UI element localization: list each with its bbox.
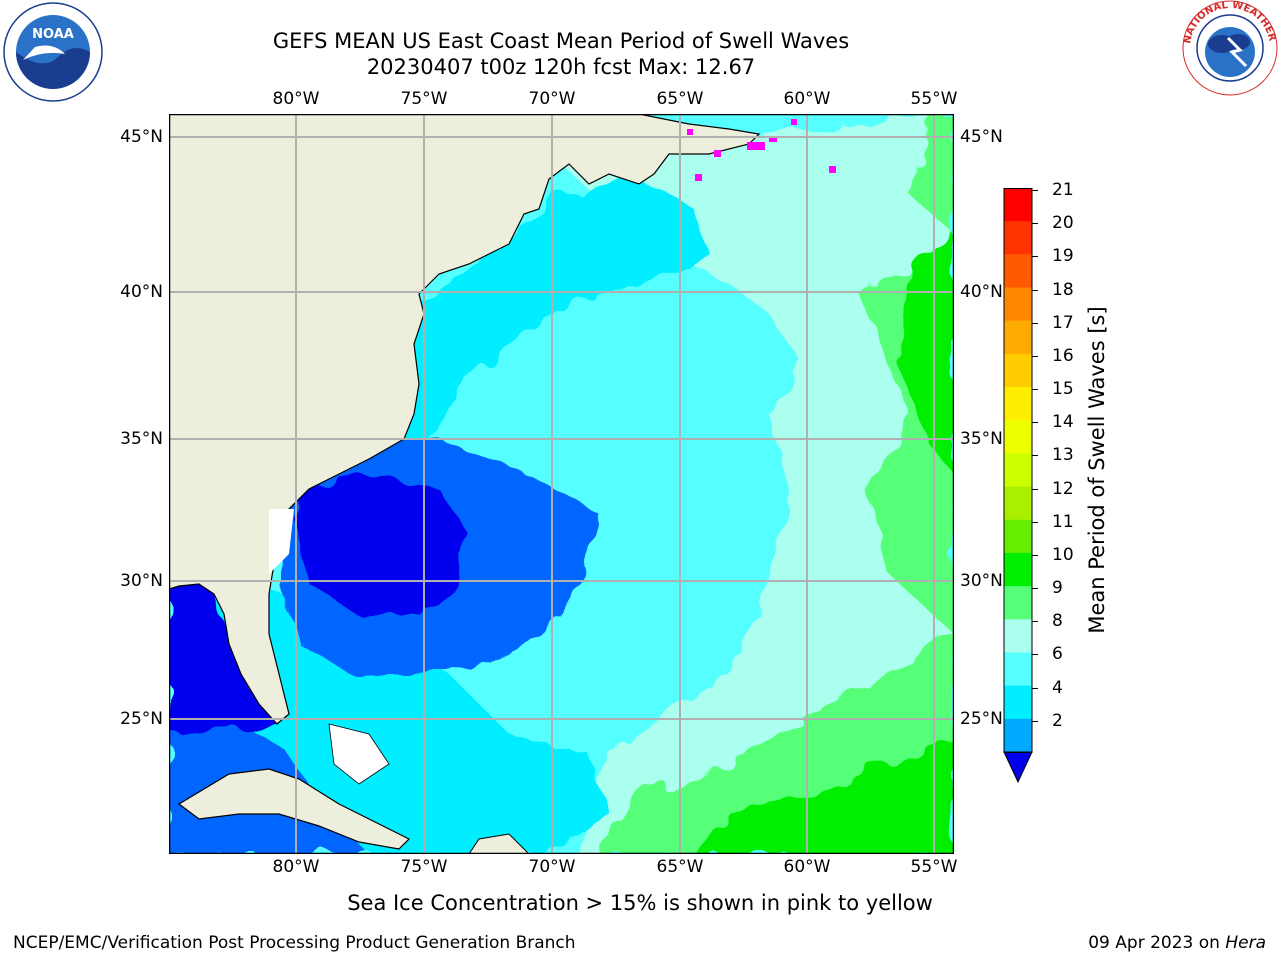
- land-cuba: [177, 768, 411, 850]
- colorbar-tick-mark: [1032, 389, 1038, 391]
- colorbar-tick-label: 16: [1052, 345, 1074, 366]
- lon-tick-label: 70°W: [528, 89, 576, 109]
- lon-tick-label: 65°W: [656, 89, 704, 109]
- colorbar-tick-mark: [1032, 687, 1038, 689]
- colorbar-tick-mark: [1032, 654, 1038, 656]
- colorbar-tick-mark: [1032, 720, 1038, 722]
- colorbar-segment: [1004, 254, 1032, 289]
- lat-tick-label: 40°N: [960, 282, 1003, 302]
- colorbar-tick-mark: [1032, 588, 1038, 590]
- period-10-11-zone: [899, 234, 954, 474]
- colorbar-segment: [1004, 552, 1032, 587]
- colorbar-tick-label: 8: [1052, 611, 1063, 632]
- noaa-logo: NOAA: [3, 2, 103, 102]
- lat-tick-label: 45°N: [120, 127, 163, 147]
- colorbar-segment: [1004, 685, 1032, 720]
- colorbar-tick-mark: [1032, 521, 1038, 523]
- colorbar-segment: [1004, 420, 1032, 454]
- lon-tick-label: 55°W: [910, 89, 958, 109]
- map-subtitle: 20230407 t00z 120h fcst Max: 12.67: [366, 55, 756, 79]
- lon-tick-label: 70°W: [528, 857, 576, 877]
- footer-credit: NCEP/EMC/Verification Post Processing Pr…: [13, 933, 576, 953]
- colorbar-segment: [1004, 586, 1032, 620]
- colorbar-segment: [1004, 188, 1032, 222]
- sea-ice-note: Sea Ice Concentration > 15% is shown in …: [347, 891, 933, 915]
- colorbar-segment: [1004, 486, 1032, 521]
- lon-tick-label: 75°W: [400, 89, 448, 109]
- lon-tick-label: 60°W: [783, 857, 831, 877]
- colorbar-segment: [1004, 718, 1032, 753]
- colorbar-tick-label: 19: [1052, 246, 1074, 267]
- colorbar-segment: [1004, 519, 1032, 554]
- map-frame: [168, 113, 955, 855]
- period-under-2-zone: [294, 474, 469, 614]
- lat-tick-label: 25°N: [120, 709, 163, 729]
- colorbar-tick-label: 17: [1052, 312, 1074, 333]
- colorbar-tick-mark: [1032, 223, 1038, 225]
- map-title: GEFS MEAN US East Coast Mean Period of S…: [272, 29, 850, 53]
- sea-ice-markers: [687, 119, 836, 181]
- colorbar-tick-label: 21: [1052, 180, 1074, 200]
- colorbar-segment: [1004, 652, 1032, 687]
- colorbar-tick-label: 10: [1052, 544, 1074, 565]
- period-8-9-zone: [549, 114, 954, 854]
- colorbar-tick-label: 6: [1052, 644, 1063, 665]
- colorbar: [1000, 188, 1036, 784]
- colorbar-segment: [1004, 387, 1032, 421]
- colorbar-tick-mark: [1032, 256, 1038, 258]
- lat-tick-label: 30°N: [960, 571, 1003, 591]
- colorbar-tick-label: 15: [1052, 379, 1074, 400]
- bahamas-shallows: [328, 723, 390, 785]
- lon-tick-label: 80°W: [272, 857, 320, 877]
- colorbar-tick-mark: [1032, 289, 1038, 291]
- lon-tick-label: 75°W: [400, 857, 448, 877]
- svg-text:NOAA: NOAA: [32, 27, 74, 42]
- colorbar-tick-label: 13: [1052, 445, 1074, 466]
- nws-logo: NATIONAL WEATHER SERVICE: [1176, 0, 1280, 100]
- lat-tick-label: 45°N: [960, 127, 1003, 147]
- graticule: [169, 114, 954, 854]
- colorbar-tick-mark: [1032, 455, 1038, 457]
- lon-tick-label: 60°W: [783, 89, 831, 109]
- colorbar-label: Mean Period of Swell Waves [s]: [1085, 306, 1109, 634]
- colorbar-segment: [1004, 453, 1032, 488]
- colorbar-segment: [1004, 353, 1032, 388]
- swell-period-map: [168, 113, 955, 855]
- colorbar-tick-label: 9: [1052, 578, 1063, 599]
- lat-tick-label: 35°N: [960, 429, 1003, 449]
- lat-tick-label: 40°N: [120, 282, 163, 302]
- colorbar-under-arrow: [1003, 751, 1033, 784]
- footer-date: 09 Apr 2023 on Hera: [1088, 933, 1266, 953]
- colorbar-segment: [1004, 287, 1032, 322]
- colorbar-segment: [1004, 221, 1032, 255]
- colorbar-tick-mark: [1032, 355, 1038, 357]
- colorbar-tick-mark: [1032, 422, 1038, 424]
- lon-tick-label: 65°W: [656, 857, 704, 877]
- lon-tick-label: 80°W: [272, 89, 320, 109]
- colorbar-tick-mark: [1032, 322, 1038, 324]
- colorbar-tick-label: 4: [1052, 677, 1063, 698]
- colorbar-tick-label: 11: [1052, 511, 1074, 532]
- colorbar-tick-label: 2: [1052, 710, 1063, 731]
- colorbar-tick-mark: [1032, 554, 1038, 556]
- colorbar-segment: [1004, 619, 1032, 653]
- lat-tick-label: 25°N: [960, 709, 1003, 729]
- footer-machine: Hera: [1225, 933, 1266, 953]
- lat-tick-label: 35°N: [120, 429, 163, 449]
- colorbar-tick-label: 12: [1052, 478, 1074, 499]
- colorbar-tick-label: 18: [1052, 279, 1074, 300]
- colorbar-segment: [1004, 320, 1032, 355]
- colorbar-tick-mark: [1032, 621, 1038, 623]
- lon-tick-label: 55°W: [910, 857, 958, 877]
- lat-tick-label: 30°N: [120, 571, 163, 591]
- colorbar-tick-label: 20: [1052, 213, 1074, 234]
- colorbar-tick-label: 14: [1052, 412, 1074, 433]
- colorbar-tick-mark: [1032, 488, 1038, 490]
- land-north-america: [169, 114, 761, 725]
- colorbar-tick-mark: [1032, 190, 1038, 191]
